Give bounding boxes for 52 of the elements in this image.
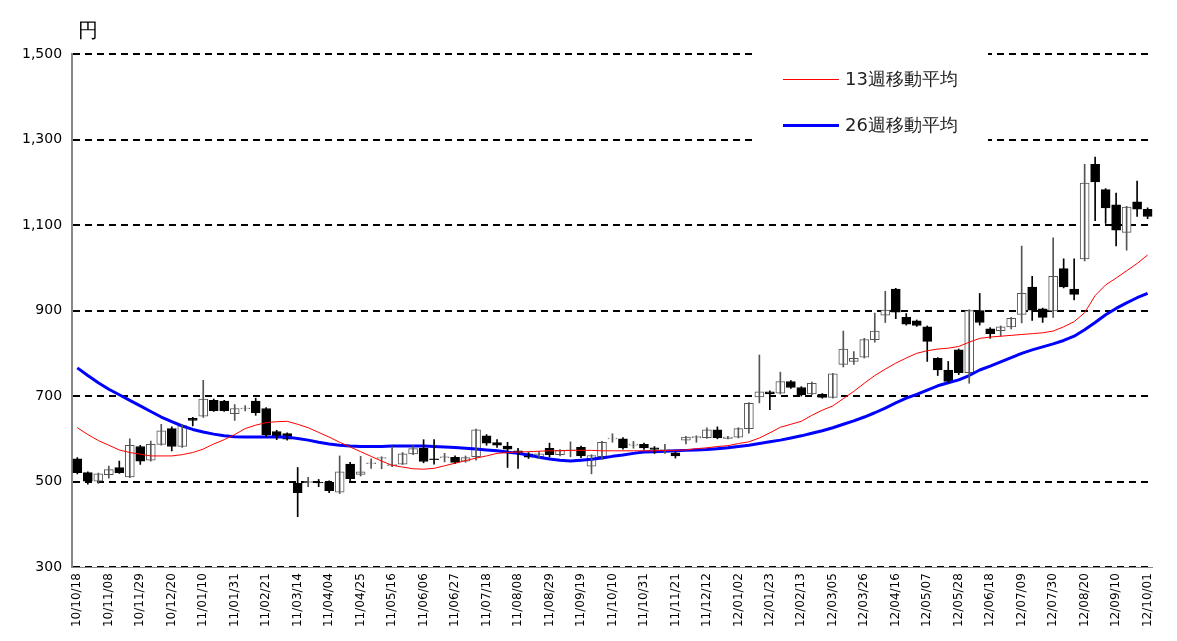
candlestick [723, 435, 733, 440]
legend-label: 13週移動平均 [845, 67, 958, 91]
candlestick [817, 393, 828, 399]
y-tick-label: 900 [35, 301, 63, 318]
x-tick-label: 11/10/10 [604, 573, 619, 628]
x-tick-label: 11/04/04 [321, 573, 336, 628]
x-tick-label: 11/03/14 [289, 573, 304, 628]
x-tick-label: 12/09/10 [1108, 573, 1123, 628]
x-tick-label: 11/01/10 [195, 573, 210, 628]
x-tick-label: 12/01/02 [730, 573, 745, 628]
x-tick-label: 12/03/05 [824, 573, 839, 628]
x-tick-label: 12/05/07 [919, 573, 934, 628]
candlestick [995, 325, 1006, 337]
candlestick [429, 439, 439, 465]
x-tick-label: 12/10/01 [1139, 573, 1154, 628]
x-tick-label: 12/02/13 [793, 573, 808, 628]
x-tick-label: 11/05/16 [384, 573, 399, 628]
candlestick [366, 458, 376, 469]
x-tick-label: 11/09/19 [573, 573, 588, 628]
x-tick-label: 12/08/20 [1076, 573, 1091, 628]
y-tick-label: 1,300 [21, 130, 63, 147]
x-tick-label: 10/10/18 [69, 573, 84, 628]
x-tick-label: 10/11/08 [100, 573, 115, 628]
x-tick-label: 11/07/18 [478, 573, 493, 628]
x-tick-label: 12/07/09 [1013, 573, 1028, 628]
y-tick-label: 500 [35, 472, 63, 489]
candlestick [240, 405, 251, 412]
x-tick-label: 11/12/12 [699, 573, 714, 628]
x-tick-label: 12/06/18 [982, 573, 997, 628]
y-axis-title: 円 [78, 18, 99, 43]
x-tick-label: 12/01/23 [761, 573, 776, 628]
x-tick-label: 12/07/30 [1045, 573, 1060, 628]
x-tick-label: 12/03/26 [856, 573, 871, 628]
x-tick-label: 12/04/16 [887, 573, 902, 628]
x-tick-label: 10/11/29 [132, 573, 147, 628]
x-tick-label: 11/08/08 [510, 573, 525, 628]
x-tick-label: 11/02/21 [258, 573, 273, 628]
y-tick-label: 1,100 [21, 215, 63, 232]
x-tick-label: 11/11/21 [667, 573, 682, 628]
y-tick-label: 300 [35, 557, 63, 574]
x-tick-label: 12/05/28 [950, 573, 965, 628]
x-tick-label: 11/06/27 [447, 573, 462, 628]
candlestick [187, 417, 198, 427]
x-tick-label: 10/12/20 [163, 573, 178, 628]
legend-label: 26週移動平均 [845, 113, 958, 137]
x-tick-label: 11/10/31 [636, 573, 651, 628]
x-tick-label: 11/06/06 [415, 573, 430, 628]
y-tick-label: 700 [35, 386, 63, 403]
x-tick-label: 11/01/31 [226, 573, 241, 628]
x-tick-label: 11/04/25 [352, 573, 367, 628]
x-tick-label: 11/08/29 [541, 573, 556, 628]
y-tick-label: 1,500 [21, 44, 63, 61]
